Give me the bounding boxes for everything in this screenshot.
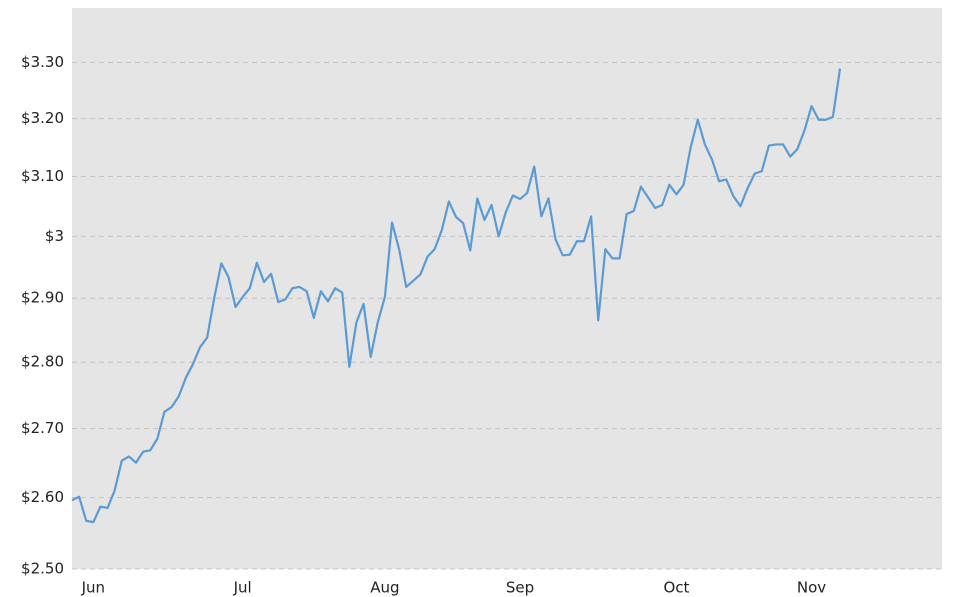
y-tick-label: $2.80 [21,353,64,371]
price-line [71,68,842,524]
x-tick-label: Jun [81,579,105,597]
y-tick-label: $2.50 [21,560,64,578]
y-tick-label: $2.60 [21,488,64,506]
y-tick-label: $3 [45,227,64,245]
plot-area [72,8,942,569]
y-tick-label: $3.30 [21,53,64,71]
y-tick-label: $3.20 [21,109,64,127]
x-tick-label: Nov [797,579,826,597]
x-tick-label: Sep [506,579,534,597]
x-tick-label: Aug [370,579,399,597]
y-tick-label: $2.90 [21,289,64,307]
y-tick-label: $2.70 [21,419,64,437]
x-tick-label: Jul [233,579,252,597]
y-tick-label: $3.10 [21,167,64,185]
x-tick-label: Oct [663,579,689,597]
